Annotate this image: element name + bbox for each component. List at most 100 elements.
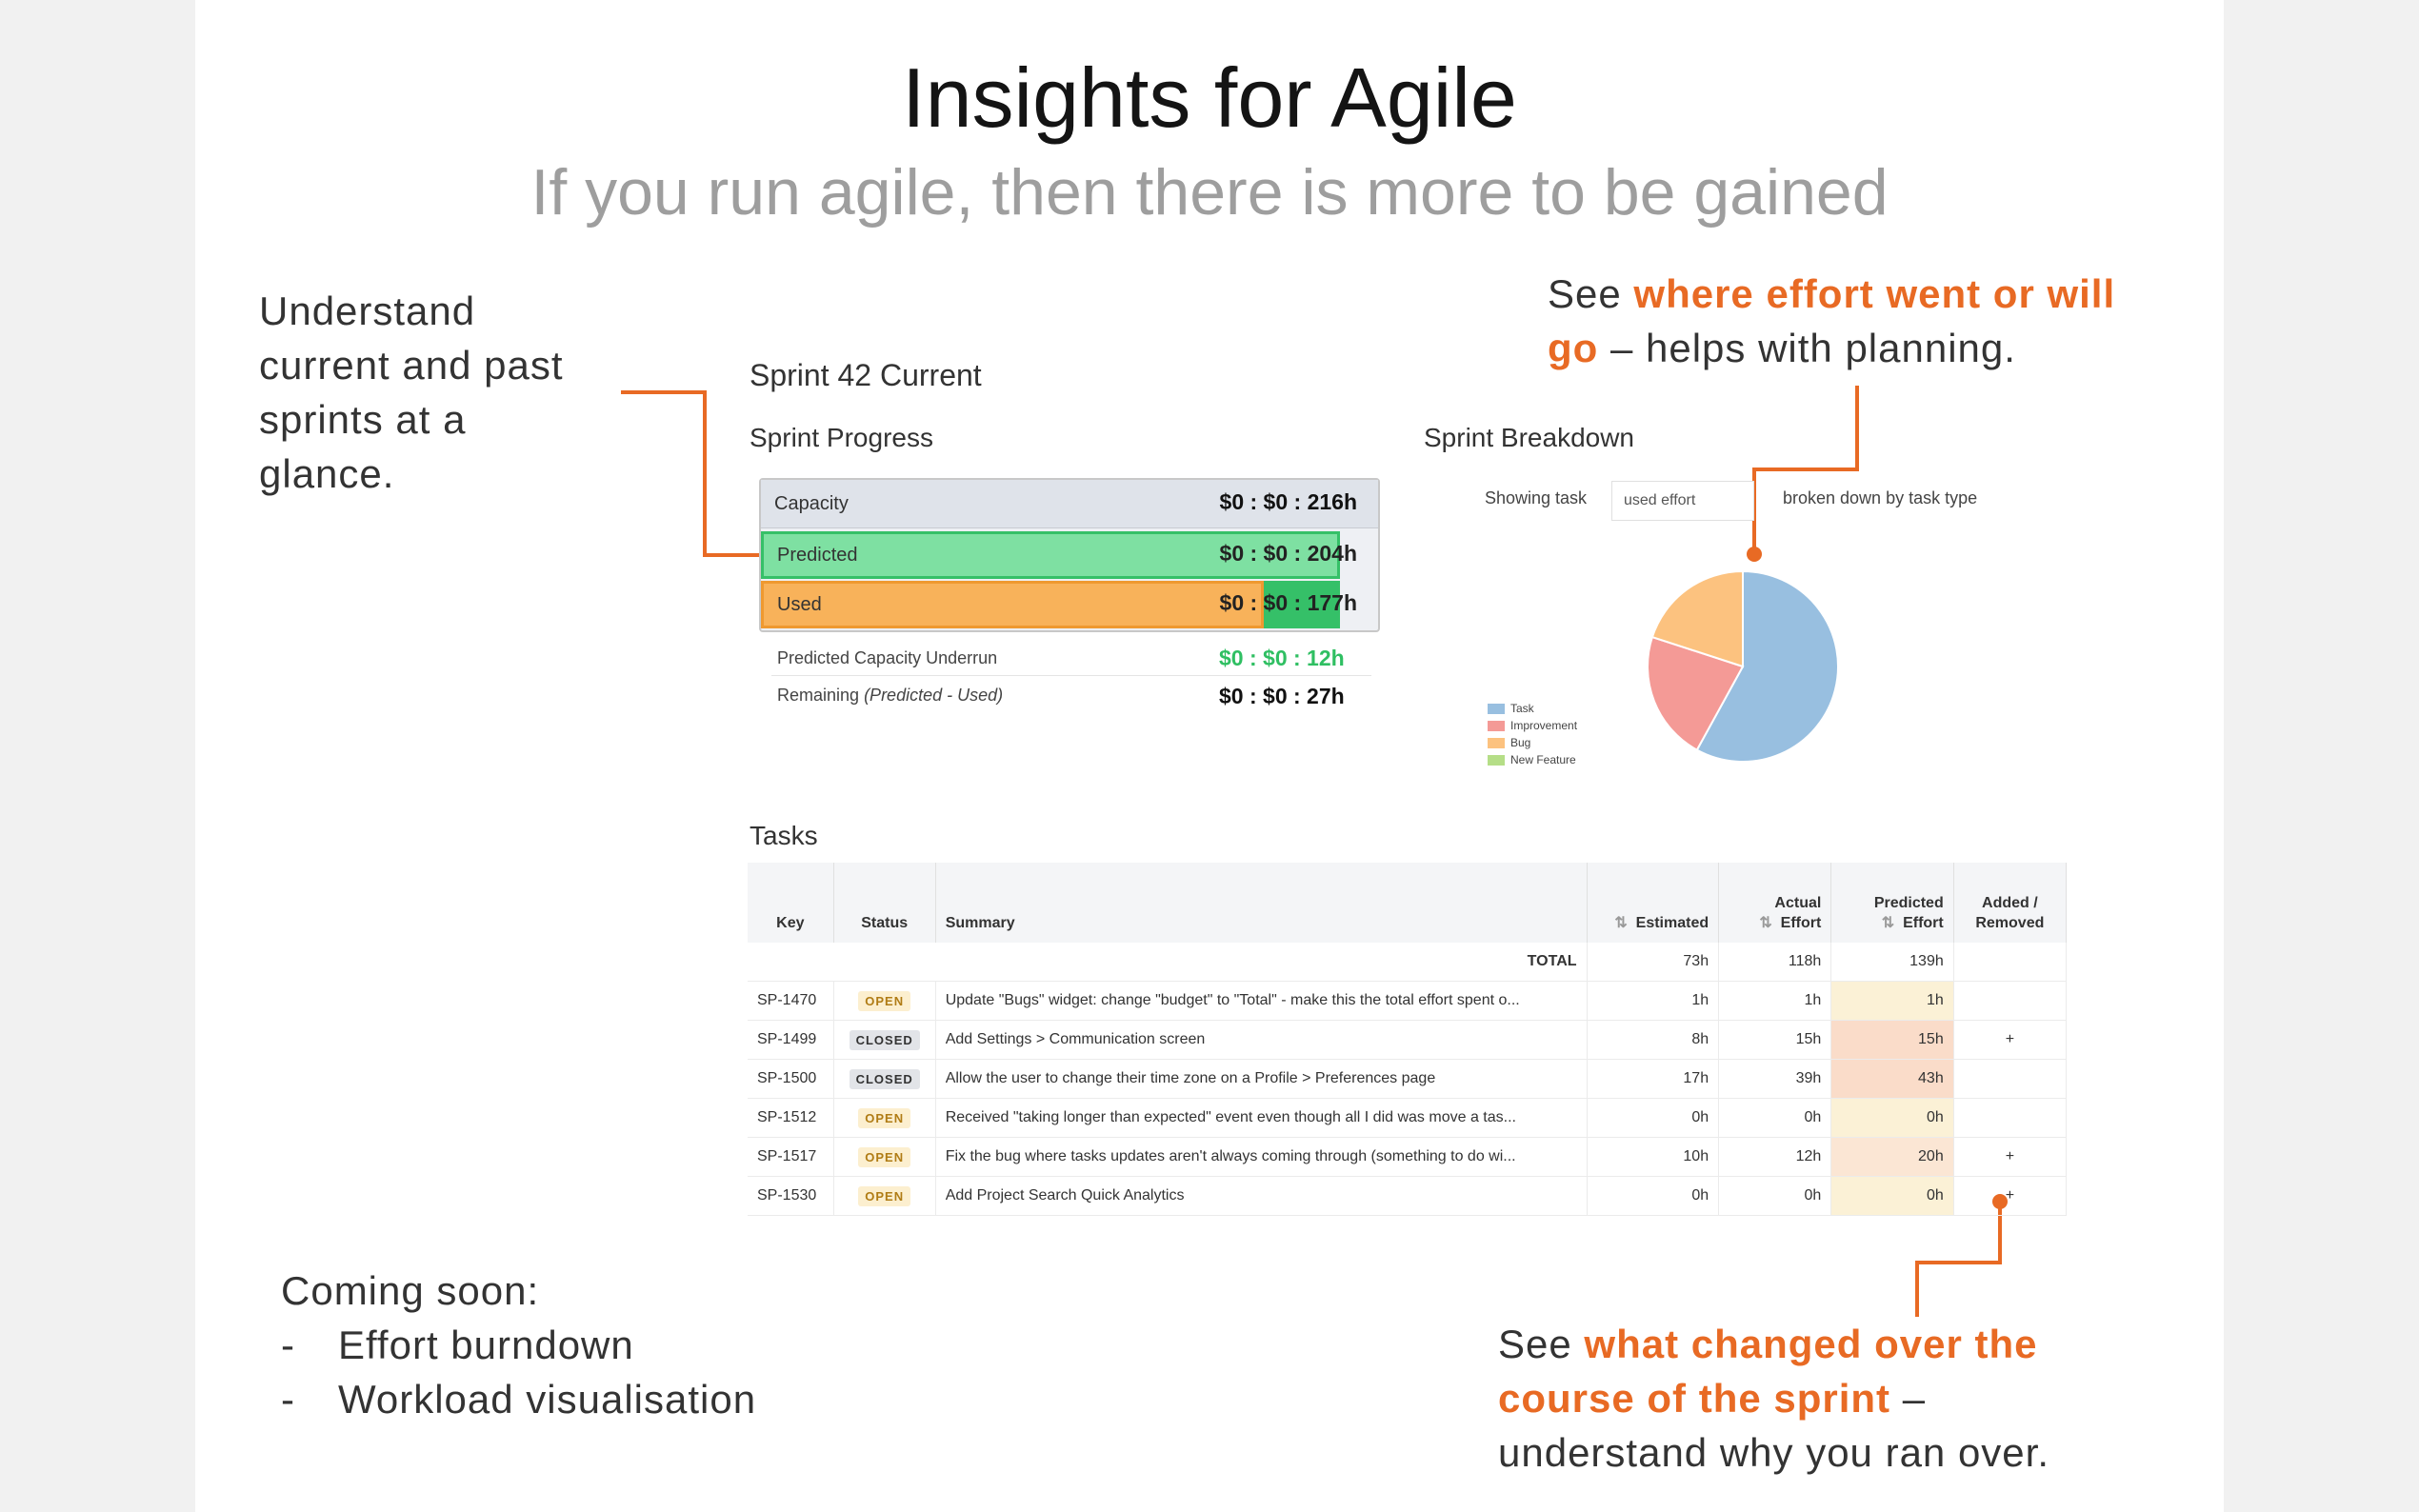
effort-type-select[interactable]: used effort: [1611, 481, 1754, 521]
task-added: +: [1953, 1020, 2068, 1060]
total-label: TOTAL: [748, 943, 1588, 982]
total-row: TOTAL 73h 118h 139h: [748, 943, 2068, 982]
callout-line: glance.: [259, 451, 395, 496]
slide-background: [195, 0, 2224, 1512]
task-key-link[interactable]: SP-1517: [748, 1137, 834, 1177]
col-estimated[interactable]: ⇅ Estimated: [1587, 863, 1720, 943]
task-key-link[interactable]: SP-1470: [748, 981, 834, 1021]
breakdown-suffix: broken down by task type: [1783, 488, 1978, 507]
task-predicted: 20h: [1830, 1137, 1954, 1177]
legend-item: Improvement: [1488, 719, 1577, 736]
status-badge: OPEN: [858, 990, 911, 1011]
task-estimated: 17h: [1587, 1059, 1720, 1099]
callout-highlight: where effort went or will: [1633, 271, 2116, 316]
total-actual: 118h: [1718, 943, 1832, 982]
connector-sprints: [621, 390, 781, 557]
legend-swatch: [1488, 721, 1505, 732]
pie-slice-bug: [1650, 569, 1744, 668]
task-actual: 1h: [1718, 981, 1832, 1021]
task-added: +: [1953, 1176, 2068, 1216]
status-badge: OPEN: [858, 1185, 911, 1206]
task-key-link[interactable]: SP-1499: [748, 1020, 834, 1060]
table-row[interactable]: SP-1517 OPEN Fix the bug where tasks upd…: [748, 1137, 2068, 1177]
select-value: used effort: [1624, 492, 1696, 508]
task-estimated: 0h: [1587, 1176, 1720, 1216]
status-badge: CLOSED: [849, 1029, 920, 1050]
coming-soon: Coming soon: - Effort burndown - Workload …: [281, 1263, 756, 1426]
task-key-link[interactable]: SP-1512: [748, 1098, 834, 1138]
breakdown-pie-chart: [1647, 569, 1839, 763]
task-summary: Add Project Search Quick Analytics: [945, 1186, 1185, 1204]
table-row[interactable]: SP-1500 CLOSED Allow the user to change …: [748, 1059, 2068, 1099]
bar-value: $0 : $0 : 216h: [1219, 489, 1357, 514]
task-predicted: 43h: [1830, 1059, 1954, 1099]
callout-text: See: [1498, 1322, 1585, 1366]
coming-soon-item: - Effort burndown: [281, 1323, 634, 1367]
task-actual: 0h: [1718, 1176, 1832, 1216]
task-estimated: 10h: [1587, 1137, 1720, 1177]
callout-line: sprints at a: [259, 397, 467, 442]
legend-swatch: [1488, 755, 1505, 766]
task-added: [1953, 981, 2068, 1021]
col-key[interactable]: Key: [748, 863, 834, 943]
task-summary: Update "Bugs" widget: change "budget" to…: [945, 991, 1520, 1008]
divider: [771, 675, 1371, 676]
col-summary[interactable]: Summary: [935, 863, 1588, 943]
task-added: +: [1953, 1137, 2068, 1177]
task-actual: 39h: [1718, 1059, 1832, 1099]
bar-label: Capacity: [774, 493, 849, 514]
table-row[interactable]: SP-1512 OPEN Received "taking longer tha…: [748, 1098, 2068, 1138]
callout-line: current and past: [259, 343, 564, 388]
callout-text: –: [1890, 1376, 1927, 1421]
capacity-bar: Capacity $0 : $0 : 216h: [761, 480, 1378, 528]
table-row[interactable]: SP-1499 CLOSED Add Settings > Communicat…: [748, 1020, 2068, 1060]
task-summary: Fix the bug where tasks updates aren't a…: [945, 1147, 1516, 1164]
table-row[interactable]: SP-1530 OPEN Add Project Search Quick An…: [748, 1176, 2068, 1216]
task-summary: Received "taking longer than expected" e…: [945, 1108, 1516, 1125]
bar-label: Used: [777, 594, 822, 615]
legend-item: Task: [1488, 702, 1577, 719]
predicted-bar: Predicted: [761, 531, 1340, 579]
task-key-link[interactable]: SP-1500: [748, 1059, 834, 1099]
task-actual: 15h: [1718, 1020, 1832, 1060]
table-header-row: Key Status Summary ⇅ Estimated Actual ⇅ E…: [748, 863, 2068, 943]
sprint-title: Sprint 42 Current: [750, 358, 982, 392]
task-key-link[interactable]: SP-1530: [748, 1176, 834, 1216]
callout-highlight: go: [1548, 326, 1599, 370]
legend-item: Bug: [1488, 736, 1577, 753]
col-status[interactable]: Status: [833, 863, 936, 943]
connector-effort: [1752, 386, 1859, 552]
tasks-table: Key Status Summary ⇅ Estimated Actual ⇅ E…: [748, 863, 2068, 1216]
callout-highlight: what changed over the: [1584, 1322, 2038, 1366]
task-estimated: 1h: [1587, 981, 1720, 1021]
table-row[interactable]: SP-1470 OPEN Update "Bugs" widget: chang…: [748, 981, 2068, 1021]
connector-dot: [1747, 547, 1762, 562]
underrun-value: $0 : $0 : 12h: [1219, 646, 1345, 670]
task-estimated: 0h: [1587, 1098, 1720, 1138]
tasks-heading: Tasks: [750, 821, 818, 850]
task-added: [1953, 1059, 2068, 1099]
pie-slice-improvement: [1647, 635, 1745, 751]
callout-sprints: Understand current and past sprints at a…: [259, 284, 564, 501]
col-added-removed[interactable]: Added / Removed: [1953, 863, 2068, 943]
status-badge: OPEN: [858, 1107, 911, 1128]
bar-label: Predicted: [777, 545, 858, 566]
task-actual: 12h: [1718, 1137, 1832, 1177]
col-actual-effort[interactable]: Actual ⇅ Effort: [1718, 863, 1832, 943]
used-bar: Used: [761, 581, 1264, 628]
callout-text: See: [1548, 271, 1634, 316]
remaining-label: Remaining (Predicted - Used): [777, 686, 1004, 705]
bar-value: $0 : $0 : 177h: [1219, 590, 1357, 615]
showing-task-label: Showing task: [1485, 488, 1588, 507]
page-title: Insights for Agile: [902, 50, 1517, 145]
coming-soon-item: - Workload visualisation: [281, 1377, 757, 1422]
sort-icon: ⇅: [1614, 915, 1628, 931]
task-predicted: 1h: [1830, 981, 1954, 1021]
col-predicted-effort[interactable]: Predicted ⇅ Effort: [1830, 863, 1954, 943]
callout-line: Understand: [259, 288, 476, 333]
sort-icon: ⇅: [1759, 915, 1772, 931]
legend-swatch: [1488, 738, 1505, 749]
task-added: [1953, 1098, 2068, 1138]
legend-swatch: [1488, 704, 1505, 715]
